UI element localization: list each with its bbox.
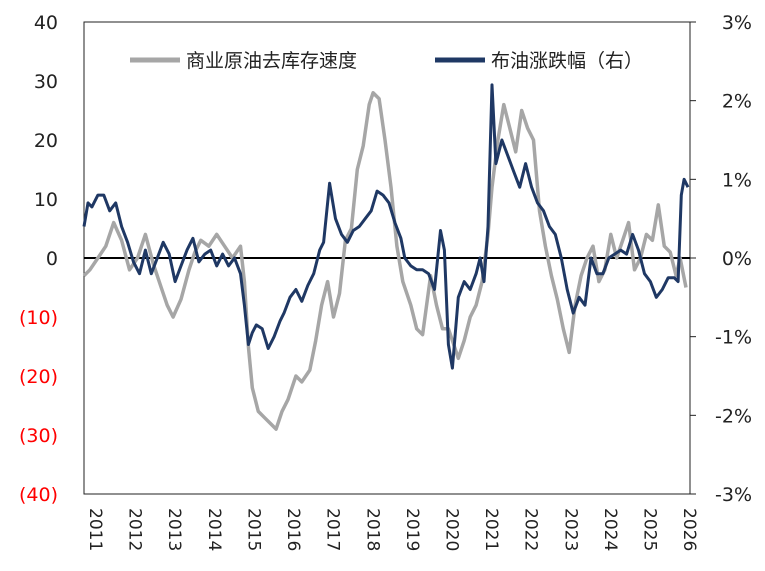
x-tick-label: 2021 <box>481 508 501 551</box>
x-tick-label: 2014 <box>204 508 224 551</box>
left-tick-label: 20 <box>34 130 58 152</box>
series-line-inventory <box>82 91 688 431</box>
left-axis: 40 30 20 10 0 (10) (20) (30) (40) <box>19 12 58 506</box>
x-tick-label: 2013 <box>164 508 184 551</box>
series-layer <box>82 83 690 431</box>
left-tick-label: (10) <box>19 307 58 329</box>
series-line-brent <box>82 83 690 370</box>
left-tick-label: 10 <box>34 189 58 211</box>
right-tick-label: -1% <box>715 327 752 349</box>
x-tick-label: 2019 <box>402 508 422 551</box>
x-tick-label: 2022 <box>521 508 541 551</box>
right-tick-label: -3% <box>715 484 752 506</box>
x-axis: 2011 2012 2013 2014 2015 2016 2017 2018 2019 2020… <box>85 508 699 551</box>
left-tick-label: (20) <box>19 366 58 388</box>
x-tick-label: 2018 <box>362 508 382 551</box>
x-tick-label: 2026 <box>679 508 699 551</box>
x-tick-label: 2017 <box>323 508 343 551</box>
x-tick-label: 2023 <box>560 508 580 551</box>
x-tick-label: 2016 <box>283 508 303 551</box>
x-tick-label: 2012 <box>125 508 145 551</box>
right-tick-label: -2% <box>715 405 752 427</box>
x-tick-label: 2025 <box>640 508 660 551</box>
x-tick-label: 2024 <box>600 508 620 551</box>
x-tick-label: 2015 <box>243 508 263 551</box>
x-tick-label: 2020 <box>442 508 462 551</box>
left-tick-label: 0 <box>46 248 58 270</box>
left-tick-label: 30 <box>34 71 58 93</box>
right-tick-label: 1% <box>722 169 752 191</box>
legend: 商业原油去库存速度 布油涨跌幅（右） <box>130 50 643 72</box>
left-tick-label: 40 <box>34 12 58 34</box>
legend-label-left-series: 商业原油去库存速度 <box>186 50 357 72</box>
right-tick-label: 0% <box>722 248 752 270</box>
right-tick-label: 3% <box>722 12 752 34</box>
right-axis: 3% 2% 1% 0% -1% -2% -3% <box>690 12 752 506</box>
left-tick-label: (40) <box>19 484 58 506</box>
x-tick-label: 2011 <box>85 508 105 551</box>
legend-label-right-series: 布油涨跌幅（右） <box>491 50 643 72</box>
right-tick-label: 2% <box>722 91 752 113</box>
left-tick-label: (30) <box>19 425 58 447</box>
